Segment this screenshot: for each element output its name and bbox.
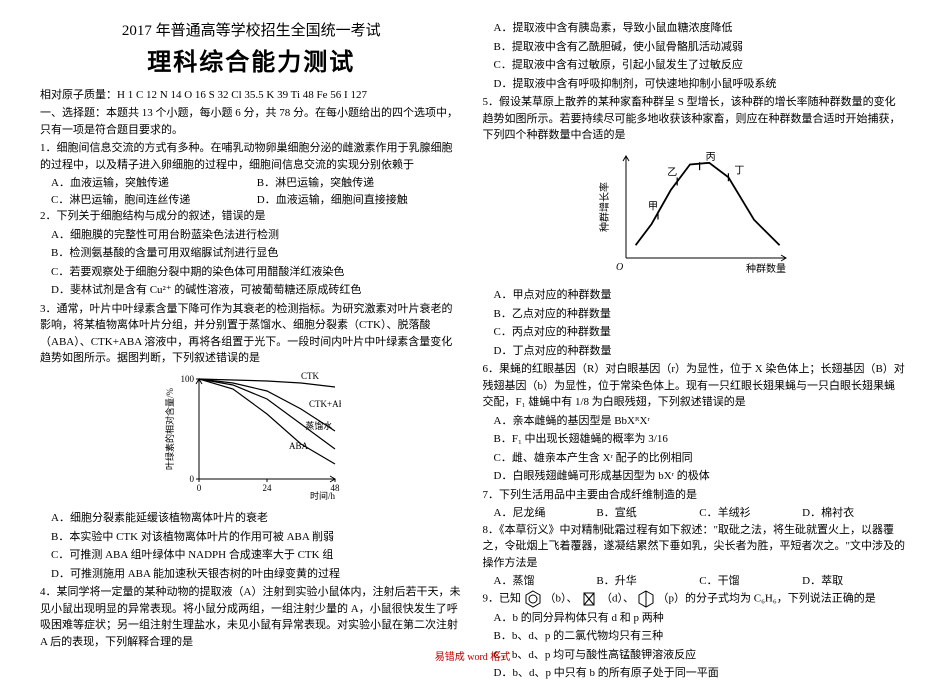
q1-opt-a: A．血液运输，突触传递 (51, 175, 257, 192)
svg-text:甲: 甲 (648, 201, 658, 212)
q5-opt-a: A．甲点对应的种群数量 (483, 287, 906, 304)
q2-stem: 2．下列关于细胞结构与成分的叙述，错误的是 (40, 208, 463, 225)
left-column: 2017 年普通高等学校招生全国统一考试 理科综合能力测试 相对原子质量：H 1… (30, 20, 473, 644)
svg-text:ABA: ABA (289, 441, 309, 451)
q4-opt-b: B．提取液中含有乙酰胆碱，使小鼠骨骼肌活动减弱 (483, 39, 906, 56)
svg-text:种群数量: 种群数量 (746, 262, 786, 275)
q7-opts: A．尼龙绳 B．宣纸 C．羊绒衫 D．棉衬衣 (483, 505, 906, 522)
q6-opt-b: B．F₁ 中出现长翅雄蝇的概率为 3/16 (483, 431, 906, 448)
q4-opt-d: D．提取液中含有呼吸抑制剂，可快速地抑制小鼠呼吸系统 (483, 76, 906, 93)
section1-heading: 一、选择题：本题共 13 个小题，每小题 6 分，共 78 分。在每小题给出的四… (40, 105, 463, 138)
q2-opt-d: D．斐林试剂是含有 Cu²⁺ 的碱性溶液，可被葡萄糖还原成砖红色 (40, 282, 463, 299)
q9-opt-d: D．b、d、p 中只有 b 的所有原子处于同一平面 (483, 665, 906, 682)
q5-chart: 甲 乙 丙丁 O 种群数量 种群增长率 (483, 148, 906, 284)
q6-opt-c: C．雌、雄亲本产生含 Xʳ 配子的比例相同 (483, 450, 906, 467)
q8-opt-b: B．升华 (596, 573, 699, 590)
q3-chart-svg: 024480100时间/h叶绿素的相对含量/%CTKCTK+ABA蒸馏水ABA (161, 371, 341, 501)
svg-text:0: 0 (197, 483, 202, 493)
q8-opts: A．蒸馏 B．升华 C．干馏 D．萃取 (483, 573, 906, 590)
svg-text:100: 100 (181, 374, 195, 384)
q3-opt-d: D．可推测施用 ABA 能加速秋天银杏树的叶由绿变黄的过程 (40, 566, 463, 583)
q3-opt-b: B．本实验中 CTK 对该植物离体叶片的作用可被 ABA 削弱 (40, 529, 463, 546)
q5-opt-c: C．丙点对应的种群数量 (483, 324, 906, 341)
q6-stem: 6．果蝇的红眼基因（R）对白眼基因（r）为显性，位于 X 染色体上；长翅基因（B… (483, 361, 906, 411)
prismane-icon-d (580, 590, 598, 608)
svg-text:时间/h: 时间/h (310, 490, 336, 501)
q2-opt-a: A．细胞膜的完整性可用台盼蓝染色法进行检测 (40, 227, 463, 244)
q1-row1: A．血液运输，突触传递 B．淋巴运输，突触传递 (40, 175, 463, 192)
svg-text:丁: 丁 (734, 165, 744, 176)
q3-opt-c: C．可推测 ABA 组叶绿体中 NADPH 合成速率大于 CTK 组 (40, 547, 463, 564)
q5-chart-svg: 甲 乙 丙丁 O 种群数量 种群增长率 (594, 148, 794, 278)
atomic-mass-line: 相对原子质量：H 1 C 12 N 14 O 16 S 32 Cl 35.5 K… (40, 87, 463, 104)
svg-text:O: O (616, 262, 623, 273)
svg-text:蒸馏水: 蒸馏水 (306, 420, 333, 431)
q7-opt-a: A．尼龙绳 (494, 505, 597, 522)
page: 2017 年普通高等学校招生全国统一考试 理科综合能力测试 相对原子质量：H 1… (0, 0, 945, 669)
q4-opt-c: C．提取液中含有过敏原，引起小鼠发生了过敏反应 (483, 57, 906, 74)
q9-stem-pre: 9．已知 (483, 592, 522, 604)
benzene-icon-b (524, 590, 542, 608)
q5-stem: 5．假设某草原上散养的某种家畜种群呈 S 型增长，该种群的增长率随种群数量的变化… (483, 94, 906, 144)
q6-opt-d: D．白眼残翅雌蝇可形成基因型为 bXʳ 的极体 (483, 468, 906, 485)
q8-stem: 8．《本草衍义》中对精制砒霜过程有如下叙述："取砒之法，将生砒就置火上，以器覆之… (483, 522, 906, 572)
svg-text:种群增长率: 种群增长率 (598, 182, 611, 232)
svg-text:丙: 丙 (705, 152, 715, 163)
q9-stem-mid: （b）、 (545, 592, 578, 604)
svg-text:CTK: CTK (301, 371, 320, 381)
q7-opt-d: D．棉衬衣 (802, 505, 905, 522)
q4-opt-a: A．提取液中含有胰岛素，导致小鼠血糖浓度降低 (483, 20, 906, 37)
q1-stem: 1．细胞间信息交流的方式有多种。在哺乳动物卵巢细胞分泌的雌激素作用于乳腺细胞的过… (40, 140, 463, 173)
q3-opt-a: A．细胞分裂素能延缓该植物离体叶片的衰老 (40, 510, 463, 527)
svg-text:0: 0 (190, 474, 195, 484)
svg-text:叶绿素的相对含量/%: 叶绿素的相对含量/% (164, 387, 175, 470)
q9-stem-end: （p）的分子式均为 C₆H₆，下列说法正确的是 (658, 592, 876, 604)
q7-stem: 7．下列生活用品中主要由合成纤维制造的是 (483, 487, 906, 504)
q3-stem: 3．通常，叶片中叶绿素含量下降可作为其衰老的检测指标。为研究激素对叶片衰老的影响… (40, 301, 463, 367)
q6-opt-a: A．亲本雌蝇的基因型是 BbXᴿXʳ (483, 413, 906, 430)
q7-opt-b: B．宣纸 (596, 505, 699, 522)
q9-opt-b: B．b、d、p 的二氯代物均只有三种 (483, 628, 906, 645)
q7-opt-c: C．羊绒衫 (699, 505, 802, 522)
dewar-icon-p (637, 590, 655, 608)
q5-opt-b: B．乙点对应的种群数量 (483, 306, 906, 323)
exam-title-line1: 2017 年普通高等学校招生全国统一考试 (40, 20, 463, 43)
q1-opt-d: D．血液运输，细胞间直接接触 (257, 192, 463, 209)
q8-opt-d: D．萃取 (802, 573, 905, 590)
q1-row2: C．淋巴运输，胞间连丝传递 D．血液运输，细胞间直接接触 (40, 192, 463, 209)
right-column: A．提取液中含有胰岛素，导致小鼠血糖浓度降低 B．提取液中含有乙酰胆碱，使小鼠骨… (473, 20, 916, 644)
q9-stem: 9．已知 （b）、 （d）、 （p）的分子式均为 C₆H₆，下列说法正确的是 (483, 590, 906, 608)
q1-opt-b: B．淋巴运输，突触传递 (257, 175, 463, 192)
q1-opt-c: C．淋巴运输，胞间连丝传递 (51, 192, 257, 209)
svg-text:乙: 乙 (667, 166, 677, 178)
q2-opt-b: B．检测氨基酸的含量可用双缩脲试剂进行显色 (40, 245, 463, 262)
q2-opt-c: C．若要观察处于细胞分裂中期的染色体可用醋酸洋红液染色 (40, 264, 463, 281)
svg-text:CTK+ABA: CTK+ABA (309, 399, 341, 409)
svg-text:24: 24 (263, 483, 273, 493)
footer-watermark: 易错成 word 格式 (0, 648, 945, 663)
q4-stem: 4．某同学将一定量的某种动物的提取液（A）注射到实验小鼠体内，注射后若干天，未见… (40, 584, 463, 650)
q9-stem-post: （d）、 (601, 592, 634, 604)
q5-opt-d: D．丁点对应的种群数量 (483, 343, 906, 360)
q8-opt-c: C．干馏 (699, 573, 802, 590)
exam-title-line2: 理科综合能力测试 (40, 45, 463, 81)
q3-chart: 024480100时间/h叶绿素的相对含量/%CTKCTK+ABA蒸馏水ABA (40, 371, 463, 507)
q9-opt-a: A．b 的同分异构体只有 d 和 p 两种 (483, 610, 906, 627)
q8-opt-a: A．蒸馏 (494, 573, 597, 590)
